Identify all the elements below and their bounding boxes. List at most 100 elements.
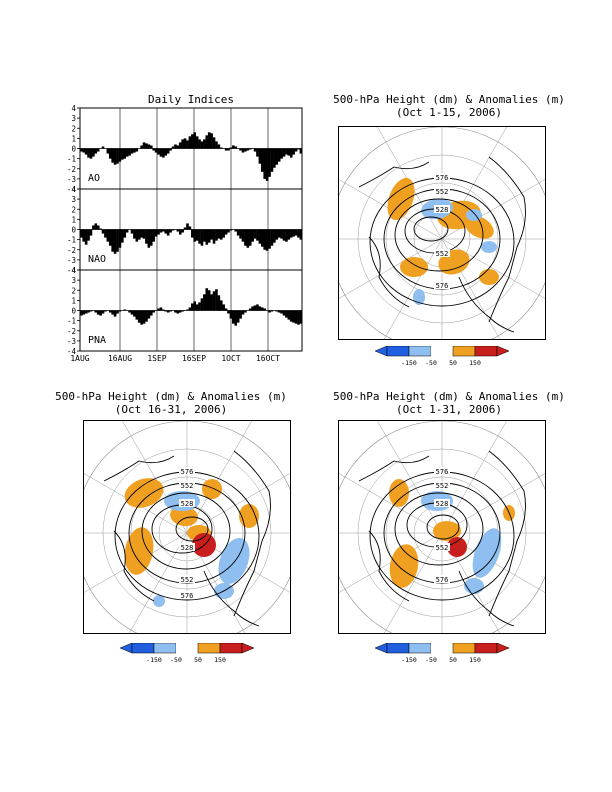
index-bar bbox=[80, 148, 83, 152]
contour-label: 552 bbox=[436, 482, 449, 490]
x-tick-label: 16OCT bbox=[256, 354, 280, 363]
colorbar-segment bbox=[153, 643, 177, 654]
contour-label-bg bbox=[179, 499, 195, 507]
index-bar bbox=[84, 148, 88, 155]
height-contour bbox=[394, 492, 484, 566]
index-bar bbox=[145, 143, 148, 149]
index-bar bbox=[297, 148, 300, 150]
index-bar bbox=[154, 148, 158, 153]
index-bar bbox=[277, 310, 281, 313]
index-bar bbox=[256, 148, 259, 157]
index-bar bbox=[270, 310, 274, 312]
colorbar-left-arrow bbox=[120, 643, 133, 654]
index-bar bbox=[277, 148, 281, 162]
index-bar bbox=[89, 310, 93, 312]
y-tick-label: -1 bbox=[67, 236, 76, 245]
index-bar bbox=[157, 308, 160, 311]
colorbar-left-arrow bbox=[375, 346, 388, 357]
height-contour bbox=[175, 516, 209, 542]
index-bar bbox=[260, 307, 264, 311]
index-bar bbox=[169, 229, 172, 233]
map2-colorbar: -150 -50 50 150 bbox=[120, 643, 255, 664]
colorbar-label: 150 bbox=[469, 359, 481, 367]
meridian-line bbox=[339, 532, 443, 593]
height-contour bbox=[141, 492, 231, 570]
index-bar bbox=[207, 290, 211, 311]
index-bar bbox=[135, 229, 139, 242]
index-bar bbox=[123, 148, 127, 159]
index-bar bbox=[82, 148, 86, 153]
y-tick-label: 4 bbox=[71, 185, 76, 194]
y-tick-label: 2 bbox=[71, 205, 76, 214]
index-bar bbox=[106, 148, 110, 154]
index-bar bbox=[188, 136, 192, 149]
index-bar bbox=[224, 229, 228, 235]
coastline bbox=[358, 455, 430, 482]
index-bar bbox=[256, 229, 259, 241]
index-bar bbox=[260, 229, 264, 247]
anomaly-shading bbox=[479, 269, 499, 285]
index-bar bbox=[210, 229, 213, 240]
index-bar bbox=[217, 144, 221, 149]
index-bar bbox=[244, 229, 247, 246]
index-bar bbox=[222, 304, 225, 311]
index-bar bbox=[133, 229, 136, 239]
index-bar bbox=[157, 229, 160, 235]
index-bar bbox=[253, 305, 257, 311]
index-bar bbox=[268, 229, 271, 249]
index-bar bbox=[106, 229, 110, 242]
colorbar-right-arrow bbox=[241, 643, 255, 654]
index-bar bbox=[294, 310, 298, 324]
height-contour bbox=[426, 514, 460, 540]
index-bar bbox=[87, 148, 90, 158]
map2-polar-plot: 576 552 528 528 552 576 bbox=[84, 421, 290, 633]
index-bar bbox=[121, 229, 124, 243]
index-bar bbox=[292, 310, 295, 323]
map1-polar-plot: 576 552 528 552 576 bbox=[339, 127, 545, 339]
index-bar bbox=[84, 310, 88, 314]
index-bar bbox=[287, 148, 291, 156]
index-bar bbox=[212, 229, 216, 244]
meridian-line bbox=[186, 421, 252, 534]
contour-label: 552 bbox=[181, 482, 194, 490]
index-bar bbox=[285, 148, 288, 155]
index-bar bbox=[140, 229, 143, 238]
index-bar bbox=[140, 310, 143, 325]
index-bar bbox=[84, 229, 88, 245]
index-bar bbox=[104, 310, 107, 312]
contour-label-bg bbox=[434, 481, 450, 489]
index-bar bbox=[137, 229, 141, 240]
index-bar bbox=[198, 229, 201, 244]
index-bar bbox=[207, 229, 211, 243]
index-bar bbox=[227, 148, 230, 151]
index-bar bbox=[186, 309, 189, 311]
index-bar bbox=[116, 310, 119, 314]
index-bar bbox=[210, 133, 213, 149]
meridian-line bbox=[339, 473, 443, 534]
x-tick-label: 16AUG bbox=[108, 354, 132, 363]
index-bar bbox=[128, 148, 131, 156]
y-tick-label: -3 bbox=[67, 256, 76, 265]
index-bar bbox=[299, 229, 303, 240]
coastline bbox=[458, 276, 515, 333]
index-bar bbox=[123, 229, 127, 238]
index-bar bbox=[137, 310, 141, 323]
index-bar bbox=[285, 229, 288, 242]
anomaly-shading bbox=[481, 241, 497, 253]
anomaly-shading bbox=[389, 544, 419, 588]
index-bar bbox=[113, 310, 117, 317]
index-bar bbox=[270, 148, 274, 172]
contour-label: 552 bbox=[436, 544, 449, 552]
index-bar bbox=[239, 148, 242, 151]
coastline bbox=[203, 570, 260, 627]
index-bar bbox=[289, 310, 293, 322]
index-bar bbox=[159, 229, 163, 233]
contour-label: 552 bbox=[181, 576, 194, 584]
index-bar bbox=[181, 139, 184, 149]
index-bar bbox=[162, 229, 165, 232]
index-bar bbox=[116, 148, 119, 164]
index-bar bbox=[244, 148, 247, 152]
contour-label-bg bbox=[179, 591, 195, 599]
contour-label-bg bbox=[434, 281, 450, 289]
